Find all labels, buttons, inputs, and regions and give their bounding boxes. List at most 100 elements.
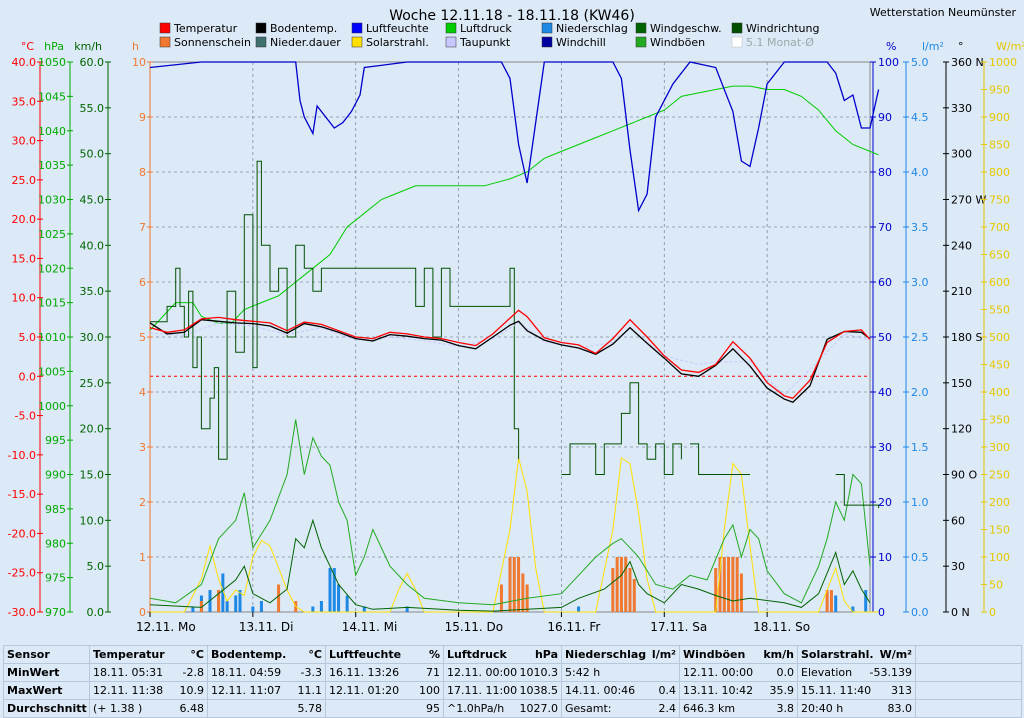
bar-niederschlag — [405, 606, 409, 612]
axis-tick-label-direction: 150 — [951, 377, 972, 390]
axis-tick-label-solar: 150 — [989, 524, 1010, 537]
x-tick-label: 12.11. Mo — [136, 620, 196, 634]
bar-niederschlag — [225, 601, 229, 612]
axis-tick-label-solar: 750 — [989, 194, 1010, 207]
stats-cell-left: 646.3 km — [683, 702, 736, 715]
axis-tick-label-rain: 0.5 — [911, 551, 929, 564]
axis-unit-wind: km/h — [74, 40, 102, 53]
axis-tick-label-humidity: 30 — [878, 441, 892, 454]
axis-tick-label-pressure: 970 — [45, 606, 66, 619]
axis-tick-label-temp: 25.0 — [12, 174, 37, 187]
stats-cell-left: Luftfeuchte — [329, 648, 402, 661]
legend-swatch — [731, 22, 743, 34]
axis-tick-label-temp: 15.0 — [12, 252, 37, 265]
axis-tick-label-wind: 30.0 — [80, 331, 105, 344]
stats-cell: (+ 1.38 ) 6.48 — [89, 699, 208, 718]
stats-cell: Temperatur °C — [89, 645, 208, 664]
legend-swatch — [541, 36, 553, 48]
axes: °C40.035.030.025.020.015.010.05.00.0-5.0… — [8, 40, 1024, 619]
axis-unit-humidity: % — [886, 40, 896, 53]
bars — [191, 557, 868, 612]
axis-tick-label-sunhours: 0 — [139, 606, 146, 619]
axis-tick-label-solar: 650 — [989, 249, 1010, 262]
axis-tick-label-direction: 330 — [951, 102, 972, 115]
axis-tick-label-pressure: 990 — [45, 469, 66, 482]
bar-sonnenschein — [199, 601, 203, 612]
stats-filler — [915, 699, 1022, 718]
stats-row-label: MaxWert — [3, 681, 90, 700]
stats-cell-right: 2.4 — [658, 702, 677, 715]
axis-tick-label-humidity: 40 — [878, 386, 892, 399]
stats-cell-left: (+ 1.38 ) — [93, 702, 143, 715]
bar-niederschlag — [577, 606, 581, 612]
bar-niederschlag — [834, 595, 838, 612]
line-luftdruck — [149, 85, 879, 331]
bar-sonnenschein — [735, 557, 739, 612]
stats-cell-right: 11.1 — [297, 684, 323, 697]
bar-sonnenschein — [521, 573, 525, 612]
legend-swatch — [445, 36, 457, 48]
axis-tick-label-solar: 850 — [989, 139, 1010, 152]
bar-niederschlag — [332, 568, 336, 612]
bar-sonnenschein — [517, 557, 521, 612]
stats-cell-left: Temperatur — [93, 648, 165, 661]
stats-cell: 16.11. 13:26 71 — [325, 663, 444, 682]
line-solarstrahl — [150, 457, 879, 613]
stats-cell-right: W/m² — [879, 648, 912, 661]
stats-cell-left: 5:42 h — [565, 666, 601, 679]
stats-cell: 14.11. 00:46 0.4 — [561, 681, 680, 700]
legend-label: Windgeschw. — [650, 22, 722, 35]
stats-cell-left: Bodentemp. — [211, 648, 287, 661]
legend-label: 5.1 Monat-Ø — [746, 36, 814, 49]
stats-cell: Gesamt: 2.4 — [561, 699, 680, 718]
stats-cell-right: % — [428, 648, 440, 661]
axis-tick-label-direction: 210 — [951, 285, 972, 298]
legend-label: Taupunkt — [459, 36, 511, 49]
axis-tick-label-rain: 2.5 — [911, 331, 929, 344]
stats-row-label: MinWert — [3, 663, 90, 682]
stats-cell-right: 6.48 — [179, 702, 205, 715]
stats-cell-left: 20:40 h — [801, 702, 844, 715]
axis-tick-label-temp: -30.0 — [8, 606, 36, 619]
axis-tick-label-wind: 45.0 — [80, 194, 105, 207]
stats-cell: 15.11. 11:40 313 — [797, 681, 916, 700]
axis-tick-label-solar: 100 — [989, 551, 1010, 564]
axis-unit-rain: l/m² — [922, 40, 944, 53]
stats-filler — [915, 681, 1022, 700]
bar-sonnenschein — [624, 557, 628, 612]
stats-cell: 12.11. 01:20 100 — [325, 681, 444, 700]
axis-tick-label-temp: -25.0 — [8, 567, 36, 580]
legend-label: Windchill — [556, 36, 606, 49]
line-luftfeuchte — [149, 61, 880, 213]
bar-niederschlag — [191, 606, 195, 612]
legend-label: Bodentemp. — [270, 22, 337, 35]
stats-cell: 13.11. 10:42 35.9 — [679, 681, 798, 700]
bar-sonnenschein — [217, 590, 221, 612]
bar-sonnenschein — [739, 573, 743, 612]
axis-tick-label-pressure: 980 — [45, 537, 66, 550]
stats-cell: Elevation -53.139 — [797, 663, 916, 682]
legend-swatch — [731, 36, 743, 48]
stats-cell-right: -53.139 — [869, 666, 912, 679]
bar-sonnenschein — [718, 557, 722, 612]
axis-tick-label-sunhours: 7 — [139, 221, 146, 234]
bar-niederschlag — [221, 573, 225, 612]
legend-swatch — [445, 22, 457, 34]
stats-cell-left: Niederschlag — [565, 648, 647, 661]
stats-cell: 95 — [325, 699, 444, 718]
stats-cell: 17.11. 11:00 1038.5 — [443, 681, 562, 700]
legend-label: Temperatur — [173, 22, 238, 35]
line-windrichtung_so — [835, 474, 880, 509]
axis-tick-label-rain: 4.5 — [911, 111, 929, 124]
stats-cell-left: Windböen — [683, 648, 746, 661]
legend-label: Niederschlag — [556, 22, 628, 35]
bar-niederschlag — [319, 601, 323, 612]
stats-cell-left: 18.11. 05:31 — [93, 666, 164, 679]
bar-sonnenschein — [628, 568, 632, 612]
stats-cell-left: 12.11. 00:00 — [683, 666, 754, 679]
axis-tick-label-humidity: 100 — [878, 56, 899, 69]
axis-tick-label-wind: 55.0 — [80, 102, 105, 115]
axis-tick-label-direction: 0 N — [951, 606, 970, 619]
x-tick-label: 16.11. Fr — [547, 620, 600, 634]
stats-cell-left: 12.11. 00:00 — [447, 666, 518, 679]
